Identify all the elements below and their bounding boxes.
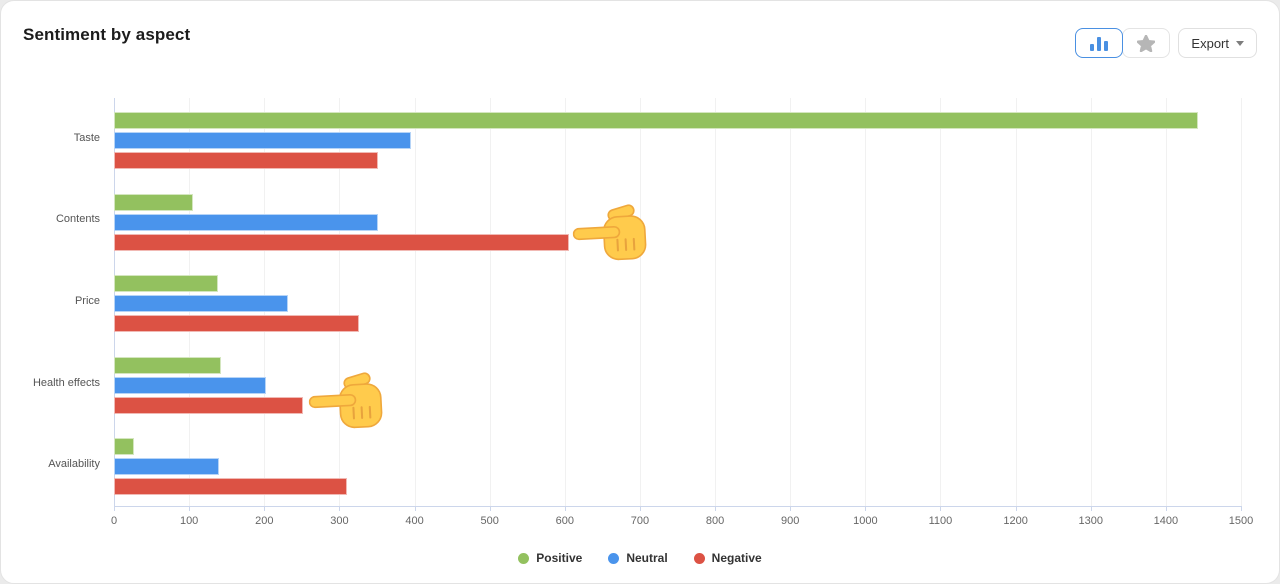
legend-dot-negative bbox=[693, 552, 705, 564]
pointing-hand-left-icon bbox=[571, 203, 656, 272]
bar-chart-view-button[interactable] bbox=[1075, 28, 1124, 58]
legend-dot-positive bbox=[518, 552, 530, 564]
legend-item-neutral[interactable]: Neutral bbox=[608, 551, 668, 565]
x-axis-tick bbox=[940, 506, 942, 511]
category-label-availability: Availability bbox=[48, 458, 100, 471]
legend-item-positive[interactable]: Positive bbox=[518, 551, 582, 565]
bar-price-neutral[interactable] bbox=[114, 295, 289, 313]
x-axis-label: 1300 bbox=[1078, 515, 1103, 527]
x-axis-tick bbox=[790, 506, 792, 511]
gridline bbox=[790, 98, 792, 506]
x-axis-tick bbox=[1015, 506, 1017, 511]
x-axis-tick bbox=[114, 506, 115, 511]
x-axis-tick bbox=[1165, 506, 1167, 511]
legend-label: Neutral bbox=[626, 551, 668, 565]
gridline bbox=[1241, 98, 1242, 506]
x-axis-tick bbox=[189, 506, 191, 511]
gridline bbox=[339, 98, 341, 506]
category-label-price: Price bbox=[74, 295, 100, 307]
category-label-taste: Taste bbox=[73, 131, 100, 144]
gridline bbox=[1090, 98, 1092, 506]
bar-price-positive[interactable] bbox=[114, 275, 218, 293]
page-title: Sentiment by aspect bbox=[23, 25, 191, 44]
gridline bbox=[564, 98, 566, 506]
bar-availability-neutral[interactable] bbox=[114, 458, 220, 476]
x-axis-label: 1000 bbox=[853, 515, 878, 527]
x-axis-tick bbox=[564, 506, 566, 511]
x-axis-tick bbox=[264, 506, 266, 511]
chart-type-toggle bbox=[1075, 28, 1171, 58]
x-axis-tick bbox=[715, 506, 717, 511]
bar-contents-negative[interactable] bbox=[114, 233, 569, 251]
pointing-hand-left-icon bbox=[307, 371, 392, 440]
gridline bbox=[865, 98, 867, 506]
bar-taste-neutral[interactable] bbox=[114, 132, 411, 149]
x-axis-label: 500 bbox=[480, 515, 499, 527]
x-axis-label: 200 bbox=[255, 515, 274, 527]
bar-availability-negative[interactable] bbox=[114, 478, 347, 496]
chart-legend: Positive Neutral Negative bbox=[1, 544, 1279, 572]
gridline bbox=[639, 98, 641, 506]
bar-availability-positive[interactable] bbox=[114, 438, 134, 456]
bar-price-negative[interactable] bbox=[114, 315, 359, 333]
x-axis-label: 1100 bbox=[928, 515, 953, 527]
bar-chart-icon bbox=[1089, 37, 1108, 51]
legend-item-negative[interactable]: Negative bbox=[693, 551, 762, 565]
gridline bbox=[940, 98, 942, 506]
gridline bbox=[1165, 98, 1167, 506]
legend-dot-neutral bbox=[608, 552, 620, 564]
x-axis-tick bbox=[1090, 506, 1092, 511]
x-axis-label: 300 bbox=[330, 515, 349, 527]
star-view-button[interactable] bbox=[1122, 28, 1171, 58]
bar-taste-negative[interactable] bbox=[114, 152, 379, 169]
x-axis-tick bbox=[1241, 506, 1242, 511]
gridline bbox=[489, 98, 491, 506]
gridline bbox=[414, 98, 416, 506]
legend-label: Negative bbox=[711, 551, 762, 565]
bar-health-effects-positive[interactable] bbox=[114, 356, 221, 374]
x-axis-label: 1200 bbox=[1003, 515, 1028, 527]
x-axis-tick bbox=[639, 506, 641, 511]
x-axis-label: 900 bbox=[781, 515, 800, 527]
x-axis-label: 800 bbox=[705, 515, 725, 527]
bar-contents-positive[interactable] bbox=[114, 193, 193, 211]
x-axis-label: 1400 bbox=[1153, 515, 1179, 527]
export-button[interactable]: Export bbox=[1178, 28, 1257, 58]
bar-contents-neutral[interactable] bbox=[114, 213, 379, 231]
x-axis-label: 1500 bbox=[1228, 515, 1254, 527]
bar-taste-positive[interactable] bbox=[114, 112, 1199, 129]
legend-label: Positive bbox=[536, 551, 583, 565]
export-label: Export bbox=[1191, 35, 1229, 51]
x-axis-label: 0 bbox=[110, 515, 118, 527]
x-axis-label: 100 bbox=[179, 515, 199, 527]
x-axis-label: 600 bbox=[555, 515, 574, 527]
category-label-health-effects: Health effects bbox=[32, 376, 100, 389]
caret-down-icon bbox=[1236, 41, 1244, 46]
x-axis-tick bbox=[865, 506, 867, 511]
gridline bbox=[1015, 98, 1017, 506]
x-axis-tick bbox=[489, 506, 491, 511]
x-axis-tick bbox=[414, 506, 416, 511]
bar-health-effects-negative[interactable] bbox=[114, 396, 304, 414]
x-axis-line bbox=[114, 506, 1241, 507]
gridline bbox=[715, 98, 717, 506]
star-icon bbox=[1137, 34, 1156, 52]
card-toolbar: Export bbox=[1075, 28, 1257, 58]
x-axis-tick bbox=[339, 506, 341, 511]
bar-health-effects-neutral[interactable] bbox=[114, 376, 266, 394]
x-axis-label: 400 bbox=[405, 515, 424, 527]
category-label-contents: Contents bbox=[55, 213, 100, 226]
x-axis-label: 700 bbox=[630, 515, 650, 527]
